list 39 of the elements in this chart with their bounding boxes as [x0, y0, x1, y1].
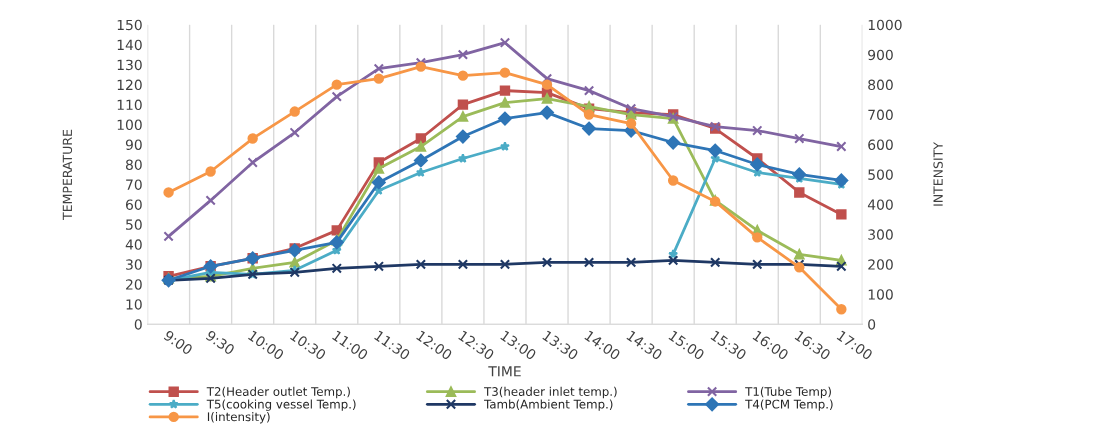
x-axis-title: TIME [488, 366, 521, 377]
y-tick-label: 150 [117, 19, 142, 31]
y2-tick-label: 400 [867, 199, 893, 210]
y-tick-label: 100 [117, 119, 142, 131]
y2-tick-label: 300 [868, 229, 893, 240]
y2-tick-label: 500 [868, 169, 893, 180]
y-tick-label: 40 [125, 239, 142, 250]
y-tick-label: 70 [126, 179, 142, 190]
y-tick-label: 60 [125, 199, 142, 210]
y-tick-label: 140 [117, 39, 142, 51]
y-tick-label: 110 [117, 99, 142, 111]
legend-label: I(intensity) [207, 412, 270, 424]
x-tick-label: 9:30 [205, 329, 236, 356]
y2-tick-label: 800 [868, 79, 893, 91]
y-tick-label: 130 [117, 59, 142, 71]
y-tick-label: 30 [126, 259, 142, 270]
y2-tick-label: 100 [868, 289, 893, 300]
y-tick-label: 90 [125, 139, 142, 150]
y2-tick-label: 700 [868, 109, 893, 121]
legend-label: T5(cooking vessel Temp.) [206, 399, 356, 411]
y-tick-label: 20 [126, 279, 142, 290]
legend-label: T2(Header outlet Temp.) [206, 386, 350, 399]
y2-tick-label: 200 [868, 259, 893, 270]
y-tick-label: 0 [134, 319, 142, 330]
legend-label: Tamb(Ambient Temp.) [484, 399, 613, 411]
y-tick-label: 80 [125, 159, 142, 170]
legend-label: T4(PCM Temp.) [745, 399, 833, 411]
y2-tick-label: 900 [868, 49, 893, 61]
y2-tick-label: 600 [868, 139, 893, 150]
legend-label: T3(header inlet temp.) [484, 386, 617, 399]
y-tick-label: 120 [117, 79, 142, 91]
y2-tick-label: 0 [868, 319, 876, 330]
legend-label: T1(Tube Temp) [745, 386, 831, 399]
y2-axis-title: INTENSITY [933, 142, 943, 206]
y-tick-label: 10 [126, 299, 142, 310]
x-tick-label: 9:00 [163, 329, 194, 356]
y-tick-label: 50 [126, 219, 142, 230]
y-axis-title: TEMPERATURE [62, 129, 73, 220]
y2-tick-label: 1000 [868, 19, 902, 31]
